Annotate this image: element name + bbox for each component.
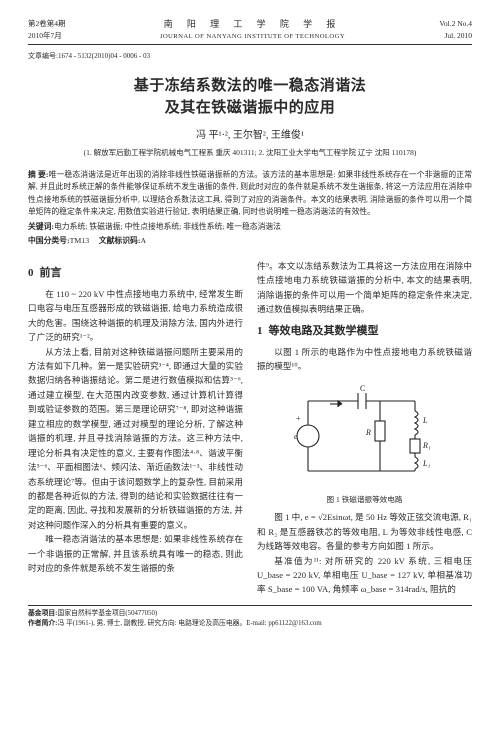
clc-label: 中国分类号: bbox=[28, 236, 70, 245]
circuit-label-L1: L₁ bbox=[422, 459, 430, 468]
abstract-text: 唯一稳态消谐法是近年出现的消除非线性铁磁谐振新的方法。该方法的基本思想是: 如果… bbox=[28, 170, 472, 216]
figure-1: C + e L R₁ L₁ R 图 1 铁磁谐振等效电路 bbox=[257, 381, 472, 506]
keywords-text: 电力系统; 铁磁谐振; 中性点接地系统; 非线性系统; 唯一稳态消谐法 bbox=[54, 222, 281, 231]
circuit-label-R: R bbox=[365, 428, 371, 437]
title-line-2: 及其在铁磁谐振中的应用 bbox=[28, 98, 472, 120]
sec0-para-3: 唯一稳态消谐法的基本思想是: 如果非线性系统存在一个非谐振的正常解, 并且该系统… bbox=[28, 532, 243, 575]
circuit-label-R1: R₁ bbox=[422, 441, 431, 450]
header-right: Vol.2 No.4 Jul. 2010 bbox=[439, 18, 472, 42]
author-bio-label: 作者简介: bbox=[28, 620, 57, 627]
date-zh: 2010年7月 bbox=[28, 30, 66, 42]
right-column: 件⁹。本文以冻结系数法为工具将这一方法应用在消除中性点接地电力系统铁磁谐振的分析… bbox=[257, 259, 472, 597]
author-bio-text: 冯 平(1961-), 男, 博士, 副教授, 研究方向: 电路理论及高压电器。… bbox=[57, 620, 321, 627]
fund-text: 国家自然科学基金项目(50477050) bbox=[57, 610, 157, 617]
section-0-title: 前言 bbox=[40, 267, 62, 279]
abstract: 摘 要:唯一稳态消谐法是近年出现的消除非线性铁磁谐振新的方法。该方法的基本思想是… bbox=[28, 169, 472, 219]
section-0-number: 0 bbox=[28, 267, 34, 279]
classification: 中国分类号:TM13 文献标识码:A bbox=[28, 235, 472, 247]
date-en: Jul. 2010 bbox=[439, 30, 472, 42]
journal-header: 第2卷第4期 2010年7月 南 阳 理 工 学 院 学 报 JOURNAL O… bbox=[28, 18, 472, 45]
keywords: 关键词:电力系统; 铁磁谐振; 中性点接地系统; 非线性系统; 唯一稳态消谐法 bbox=[28, 221, 472, 233]
figure-1-caption: 图 1 铁磁谐振等效电路 bbox=[257, 494, 472, 506]
title-line-1: 基于冻结系数法的唯一稳态消谐法 bbox=[28, 76, 472, 98]
article-id: 文章编号:1674 - 5132(2010)04 - 0006 - 03 bbox=[28, 51, 472, 62]
authors: 冯 平¹·², 王尔智², 王维俊¹ bbox=[28, 128, 472, 144]
doc-code-label: 文献标识码: bbox=[99, 236, 141, 245]
journal-name-en: JOURNAL OF NANYANG INSTITUTE OF TECHNOLO… bbox=[160, 32, 345, 42]
keywords-label: 关键词: bbox=[28, 222, 54, 231]
header-mid: 南 阳 理 工 学 院 学 报 JOURNAL OF NANYANG INSTI… bbox=[160, 18, 345, 42]
doc-code: A bbox=[140, 236, 146, 245]
sec1-para-1: 以图 1 所示的电路作为中性点接地电力系统铁磁谐振的模型¹⁰。 bbox=[257, 345, 472, 374]
clc-text: TM13 bbox=[70, 236, 90, 245]
fund-label: 基金项目: bbox=[28, 610, 57, 617]
header-left: 第2卷第4期 2010年7月 bbox=[28, 18, 66, 42]
circuit-diagram-icon: C + e L R₁ L₁ R bbox=[280, 381, 450, 491]
body-columns: 0 前言 在 110 ~ 220 kV 中性点接地电力系统中, 经常发生断口电容与… bbox=[28, 259, 472, 597]
volume-en: Vol.2 No.4 bbox=[439, 18, 472, 30]
abstract-label: 摘 要: bbox=[28, 170, 48, 179]
affiliations: (1. 解放军后勤工程学院机械电气工程系 重庆 401311; 2. 沈阳工业大… bbox=[28, 147, 472, 159]
sec1-para-2: 图 1 中, e = √2Esinωt, 是 50 Hz 等效正弦交流电源, R… bbox=[257, 510, 472, 553]
fund-line: 基金项目:国家自然科学基金项目(50477050) bbox=[28, 609, 472, 619]
author-bio-line: 作者简介:冯 平(1961-), 男, 博士, 副教授, 研究方向: 电路理论及… bbox=[28, 619, 472, 629]
section-1-heading: 1 等效电路及其数学模型 bbox=[257, 323, 472, 340]
section-0-heading: 0 前言 bbox=[28, 265, 243, 282]
section-1-number: 1 bbox=[257, 325, 263, 337]
circuit-label-plus: + bbox=[296, 414, 301, 423]
right-top-continuation: 件⁹。本文以冻结系数法为工具将这一方法应用在消除中性点接地电力系统铁磁谐振的分析… bbox=[257, 259, 472, 317]
sec1-para-3: 基准值为¹¹: 对所研究的 220 kV 系统, 三相电压 U_base = 2… bbox=[257, 554, 472, 597]
journal-name-zh: 南 阳 理 工 学 院 学 报 bbox=[160, 18, 345, 32]
issue-zh: 第2卷第4期 bbox=[28, 18, 66, 30]
circuit-label-C: C bbox=[360, 384, 365, 393]
circuit-label-e: e bbox=[294, 432, 298, 441]
circuit-label-L: L bbox=[422, 416, 428, 425]
paper-title: 基于冻结系数法的唯一稳态消谐法 及其在铁磁谐振中的应用 bbox=[28, 76, 472, 120]
section-1-title: 等效电路及其数学模型 bbox=[269, 325, 379, 337]
sec0-para-2: 从方法上看, 目前对这种铁磁谐振问题所主要采用的方法有如下几种。第一是实验研究³… bbox=[28, 345, 243, 533]
footer: 基金项目:国家自然科学基金项目(50477050) 作者简介:冯 平(1961-… bbox=[28, 605, 472, 629]
sec0-para-1: 在 110 ~ 220 kV 中性点接地电力系统中, 经常发生断口电容与电压互感… bbox=[28, 287, 243, 345]
left-column: 0 前言 在 110 ~ 220 kV 中性点接地电力系统中, 经常发生断口电容与… bbox=[28, 259, 243, 597]
